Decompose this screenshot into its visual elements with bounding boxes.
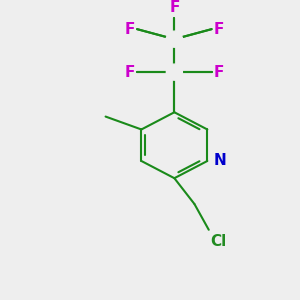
Text: Cl: Cl xyxy=(210,234,226,249)
Text: F: F xyxy=(124,64,135,80)
Text: F: F xyxy=(169,0,179,15)
Text: F: F xyxy=(214,22,224,37)
Text: F: F xyxy=(124,22,135,37)
Circle shape xyxy=(166,31,182,47)
Text: F: F xyxy=(214,64,224,80)
Text: N: N xyxy=(214,154,226,169)
Circle shape xyxy=(166,64,182,80)
